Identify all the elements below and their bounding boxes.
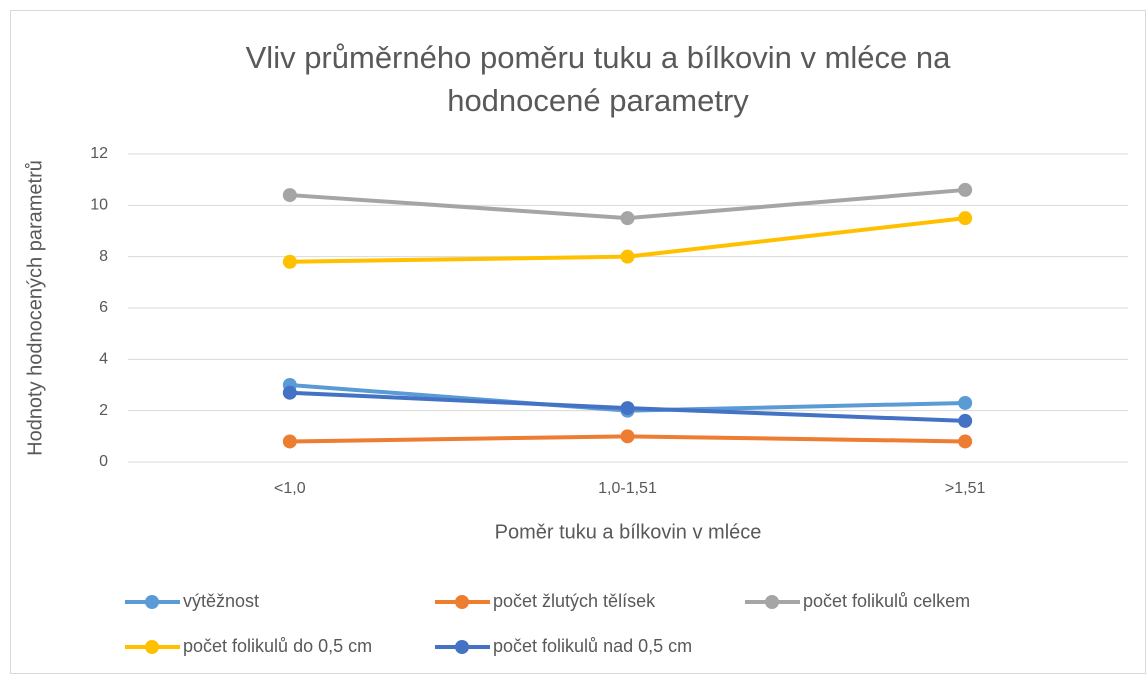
y-tick-label: 12 — [90, 145, 108, 162]
legend-marker — [145, 640, 159, 654]
series-marker — [282, 254, 297, 269]
legend-label: počet žlutých tělísek — [493, 591, 656, 611]
x-tick-label: >1,51 — [945, 480, 986, 497]
series-marker — [620, 401, 635, 416]
x-axis-title: Poměr tuku a bílkovin v mléce — [495, 521, 762, 543]
series-marker — [958, 211, 973, 226]
y-tick-label: 8 — [99, 248, 108, 265]
legend-label: počet folikulů nad 0,5 cm — [493, 636, 692, 656]
series-marker — [282, 434, 297, 449]
series-marker — [282, 385, 297, 400]
x-tick-label: 1,0-1,51 — [598, 480, 657, 497]
legend-label: počet folikulů do 0,5 cm — [183, 636, 372, 656]
y-axis-title: Hodnoty hodnocených parametrů — [24, 160, 46, 456]
series-marker — [958, 395, 973, 410]
series-marker — [958, 434, 973, 449]
series-marker — [620, 429, 635, 444]
series-marker — [620, 249, 635, 264]
legend-marker — [455, 595, 469, 609]
series-marker — [282, 188, 297, 203]
chart-frame — [10, 10, 1146, 674]
chart-title: hodnocené parametry — [447, 83, 749, 118]
legend-label: výtěžnost — [183, 591, 259, 611]
y-tick-label: 6 — [99, 299, 108, 316]
legend-marker — [455, 640, 469, 654]
series-marker — [958, 182, 973, 197]
legend-marker — [765, 595, 779, 609]
chart-title: Vliv průměrného poměru tuku a bílkovin v… — [246, 40, 951, 75]
series-marker — [620, 211, 635, 226]
y-tick-label: 0 — [99, 453, 108, 470]
legend-marker — [145, 595, 159, 609]
y-tick-label: 4 — [99, 351, 108, 368]
legend-label: počet folikulů celkem — [803, 591, 970, 611]
y-tick-label: 2 — [99, 402, 108, 419]
x-tick-label: <1,0 — [274, 480, 306, 497]
series-marker — [958, 413, 973, 428]
y-tick-label: 10 — [90, 197, 108, 214]
